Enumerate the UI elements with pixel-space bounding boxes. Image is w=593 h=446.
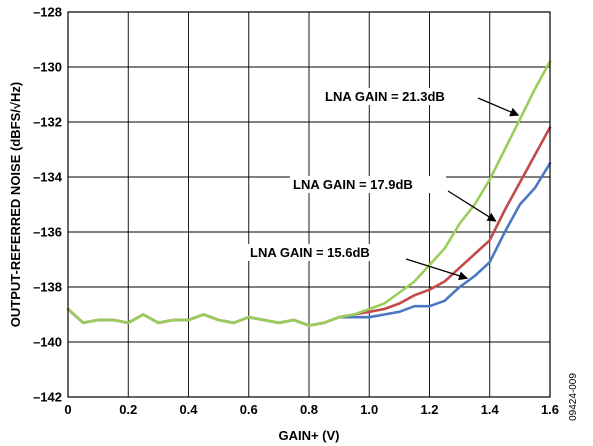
annotation-background (247, 244, 403, 261)
series-line-3 (66, 60, 552, 327)
annotation-arrow (447, 190, 497, 222)
annotation-background (322, 88, 478, 105)
annotation-label: LNA GAIN = 17.9dB (293, 177, 413, 192)
x-tick-label: 0.6 (240, 402, 258, 417)
series-lines (66, 60, 552, 327)
grid (68, 12, 550, 397)
plot-frame (67, 11, 551, 398)
x-tick-label: 0.4 (179, 402, 198, 417)
x-axis-title: GAIN+ (V) (278, 428, 339, 443)
y-tick-label: –140 (33, 335, 62, 350)
x-tick-label: 0.2 (119, 402, 137, 417)
y-tick-label: –132 (33, 115, 62, 130)
annotation-background (290, 176, 446, 193)
x-tick-label: 1.4 (481, 402, 500, 417)
y-tick-label: –136 (33, 225, 62, 240)
annotation-label: LNA GAIN = 15.6dB (250, 245, 370, 260)
x-axis-ticks: 0 0.2 0.4 0.6 0.8 1.0 1.2 1.4 1.6 (64, 402, 559, 417)
annotation-arrow (477, 97, 520, 117)
y-axis-ticks: –142 –140 –138 –136 –134 –132 –130 –128 (33, 5, 63, 405)
y-tick-label: –130 (33, 60, 62, 75)
x-tick-label: 1.0 (360, 402, 378, 417)
annotation-arrow (405, 258, 469, 281)
figure-id: 09424-009 (568, 373, 579, 421)
y-tick-label: –128 (33, 5, 62, 20)
x-tick-label: 0 (64, 402, 71, 417)
series-annotations: LNA GAIN = 21.3dB LNA GAIN = 17.9dB LNA GA… (247, 88, 520, 281)
y-axis-title: OUTPUT-REFERRED NOISE (dBFS/√Hz) (8, 82, 23, 327)
y-tick-label: –142 (33, 390, 62, 405)
x-tick-label: 1.6 (541, 402, 559, 417)
y-tick-label: –134 (33, 170, 63, 185)
x-tick-label: 0.8 (300, 402, 318, 417)
annotation-label: LNA GAIN = 21.3dB (325, 89, 445, 104)
x-tick-label: 1.2 (420, 402, 438, 417)
y-tick-label: –138 (33, 280, 62, 295)
